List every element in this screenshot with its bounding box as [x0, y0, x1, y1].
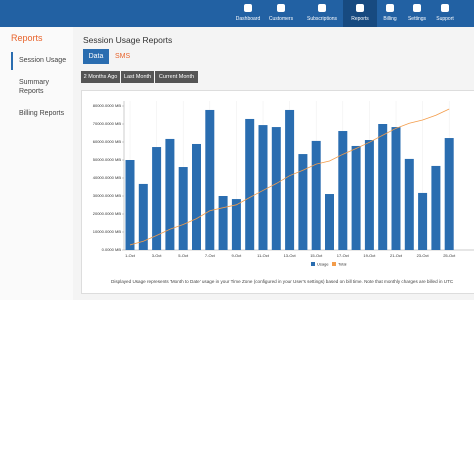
bar	[378, 124, 388, 250]
bar	[152, 147, 162, 250]
legend-swatch	[332, 262, 336, 266]
x-tick-label: 5-Oct	[178, 253, 189, 258]
bar	[311, 140, 321, 250]
bar	[404, 158, 414, 250]
bar	[338, 131, 348, 250]
bar	[444, 138, 454, 250]
nav-label: Subscriptions	[306, 16, 337, 22]
bar	[218, 196, 228, 250]
sidebar-item[interactable]: Billing Reports	[19, 110, 65, 117]
nav-label: Customers	[268, 16, 294, 22]
nav-item[interactable]: Billing	[380, 0, 400, 27]
y-tick-label: 10000.0000 MB	[93, 229, 122, 234]
x-tick-label: 11-Oct	[257, 253, 270, 258]
x-tick-label: 1-Oct	[125, 253, 136, 258]
nav-label: Settings	[407, 16, 427, 22]
x-tick-label: 3-Oct	[152, 253, 163, 258]
x-tick-label: 17-Oct	[337, 253, 350, 258]
bar	[418, 192, 428, 250]
nav-label: Billing	[383, 16, 397, 22]
bar	[192, 143, 201, 250]
nav-item[interactable]: Support	[433, 0, 457, 27]
tab[interactable]: Data	[83, 49, 109, 64]
bar	[178, 167, 188, 250]
chart: 0.0000 MB 10000.0000 MB 20000.0000 MB 30000…	[93, 101, 474, 284]
x-tick-label: 19-Oct	[363, 253, 376, 258]
sidebar-item[interactable]: Summary Reports	[19, 79, 49, 95]
x-tick-label: 23-Oct	[417, 253, 430, 258]
sidebar-title: Reports	[11, 33, 43, 43]
range-button[interactable]: Current Month	[155, 71, 198, 83]
y-tick-label: 40000.0000 MB	[93, 175, 122, 180]
x-tick-label: 9-Oct	[232, 253, 243, 258]
bar	[245, 118, 255, 251]
y-tick-label: 30000.0000 MB	[93, 193, 122, 198]
sidebar-item[interactable]: Session Usage	[19, 57, 67, 64]
nav-label: Dashboard	[235, 16, 261, 22]
nav-label: Reports	[351, 16, 369, 22]
y-tick-label: 60000.0000 MB	[93, 139, 122, 144]
active-indicator	[11, 52, 13, 70]
y-tick-label: 70000.0000 MB	[93, 121, 122, 126]
bar	[391, 127, 401, 250]
top-nav: Dashboard Customers Subscriptions Report…	[0, 0, 474, 27]
y-tick-label: 80000.0000 MB	[93, 103, 122, 108]
nav-item[interactable]: Subscriptions	[304, 0, 340, 27]
y-tick-label: 20000.0000 MB	[93, 211, 122, 216]
bar	[138, 183, 148, 250]
x-tick-label: 21-Oct	[390, 253, 403, 258]
range-button[interactable]: 2 Months Ago	[81, 71, 120, 83]
tab[interactable]: SMS	[115, 53, 131, 60]
range-button[interactable]: Last Month	[121, 71, 154, 83]
bar	[231, 199, 241, 250]
x-tick-label: 15-Oct	[310, 253, 323, 258]
bar	[285, 109, 295, 251]
legend-label: Usage	[317, 262, 329, 267]
bar	[298, 154, 308, 250]
nav-item[interactable]: Reports	[343, 0, 377, 27]
x-tick-label: 7-Oct	[205, 253, 216, 258]
bar	[431, 165, 441, 250]
bar	[205, 109, 215, 251]
y-tick-label: 50000.0000 MB	[93, 157, 122, 162]
nav-label: Support	[436, 16, 454, 22]
sidebar	[0, 27, 73, 300]
bar	[125, 160, 135, 250]
nav-item[interactable]: Customers	[266, 0, 296, 27]
bar	[165, 138, 175, 250]
nav-item[interactable]: Settings	[405, 0, 429, 27]
x-tick-label: 25-Oct	[443, 253, 456, 258]
page-title: Session Usage Reports	[83, 35, 173, 45]
bar	[364, 140, 374, 250]
y-tick-label: 0.0000 MB	[102, 247, 122, 252]
legend-label: Total	[338, 262, 347, 267]
chart-note: Displayed Usage represents 'Month to Dat…	[111, 279, 454, 284]
bar	[351, 145, 361, 250]
bar	[271, 127, 281, 250]
legend-swatch	[311, 262, 315, 266]
bar	[258, 125, 268, 250]
bar	[325, 194, 334, 250]
x-tick-label: 13-Oct	[284, 253, 297, 258]
nav-item[interactable]: Dashboard	[234, 0, 262, 27]
chart-panel: 0.0000 MB 10000.0000 MB 20000.0000 MB 30000…	[81, 90, 474, 294]
line	[129, 108, 450, 246]
